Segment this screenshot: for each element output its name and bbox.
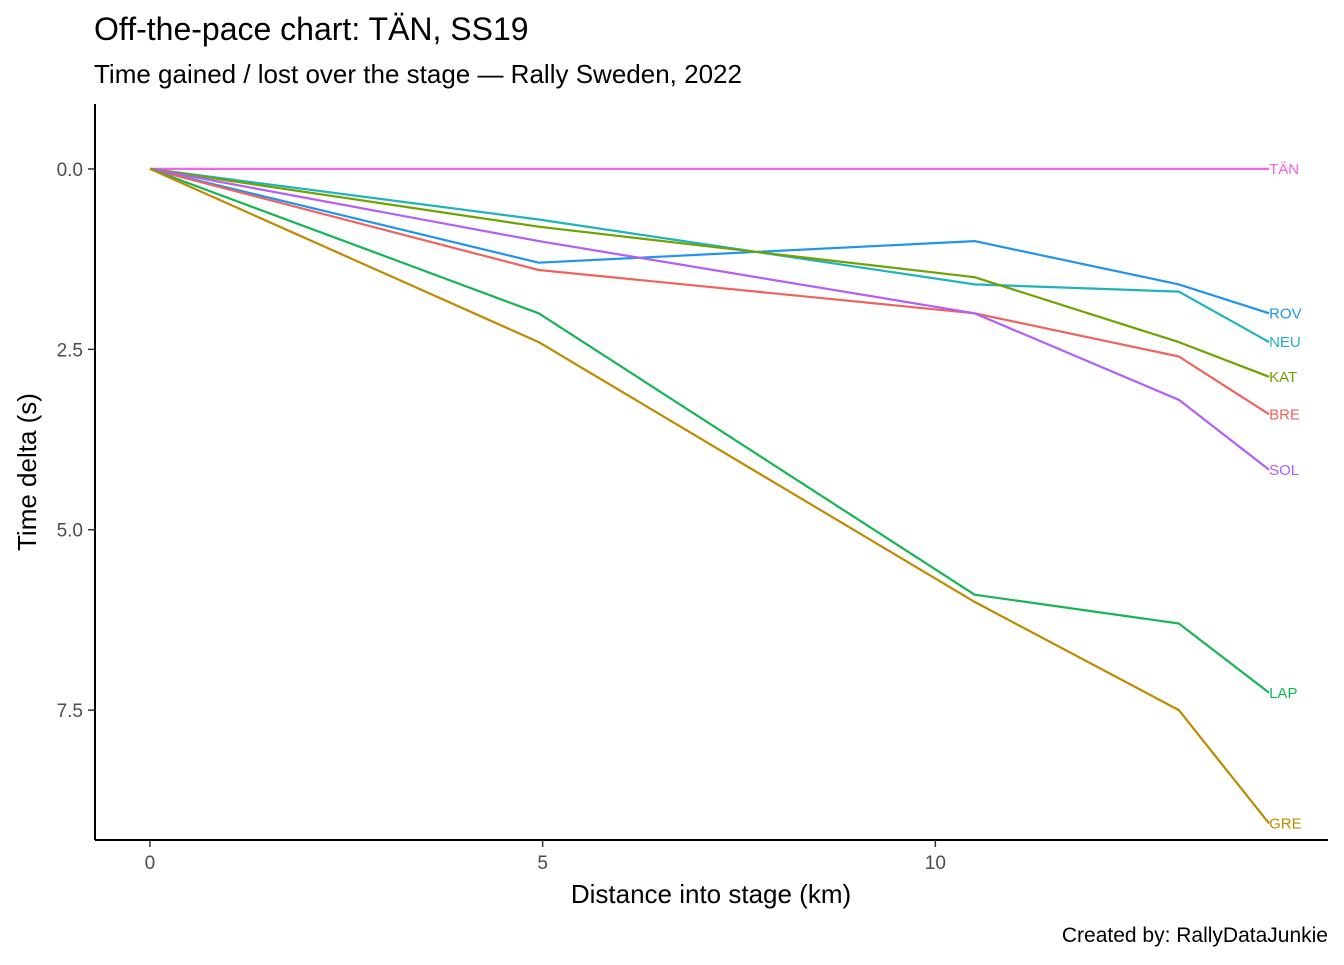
series-label-rov: ROV <box>1269 305 1302 322</box>
x-tick-label: 0 <box>145 853 156 874</box>
x-ticks: 0 5 10 <box>145 840 946 874</box>
x-tick-label: 10 <box>925 853 946 874</box>
series-label-lap: LAP <box>1269 685 1297 702</box>
axes <box>94 104 1328 841</box>
series-label-tän: TÄN <box>1269 161 1299 178</box>
y-tick-label: 5.0 <box>57 521 83 542</box>
series-labels: TÄN ROV NEU KAT BRE SOL LAP GRE <box>1269 161 1302 832</box>
series-label-bre: BRE <box>1269 406 1300 423</box>
series-label-sol: SOL <box>1269 462 1299 479</box>
chart-caption: Created by: RallyDataJunkie <box>1062 924 1328 947</box>
y-tick-label: 2.5 <box>57 340 83 361</box>
chart-title: Off-the-pace chart: TÄN, SS19 <box>94 11 529 47</box>
y-tick-label: 7.5 <box>57 701 83 722</box>
y-ticks: 0.0 2.5 5.0 7.5 <box>57 160 95 722</box>
series-line-gre <box>149 167 1270 825</box>
series-label-kat: KAT <box>1269 369 1297 386</box>
series-line-rov <box>149 167 1270 315</box>
chart-subtitle: Time gained / lost over the stage — Rall… <box>94 59 742 89</box>
series-line-bre <box>149 167 1270 416</box>
y-axis-title: Time delta (s) <box>12 393 42 551</box>
x-axis-title: Distance into stage (km) <box>571 879 851 909</box>
x-tick-label: 5 <box>537 853 548 874</box>
series-line-lap <box>149 167 1270 694</box>
series-label-neu: NEU <box>1269 334 1301 351</box>
series-lines <box>149 167 1270 825</box>
series-label-gre: GRE <box>1269 815 1302 832</box>
series-line-neu <box>149 167 1270 344</box>
series-line-kat <box>149 167 1270 378</box>
y-tick-label: 0.0 <box>57 160 83 181</box>
series-line-sol <box>149 167 1270 471</box>
